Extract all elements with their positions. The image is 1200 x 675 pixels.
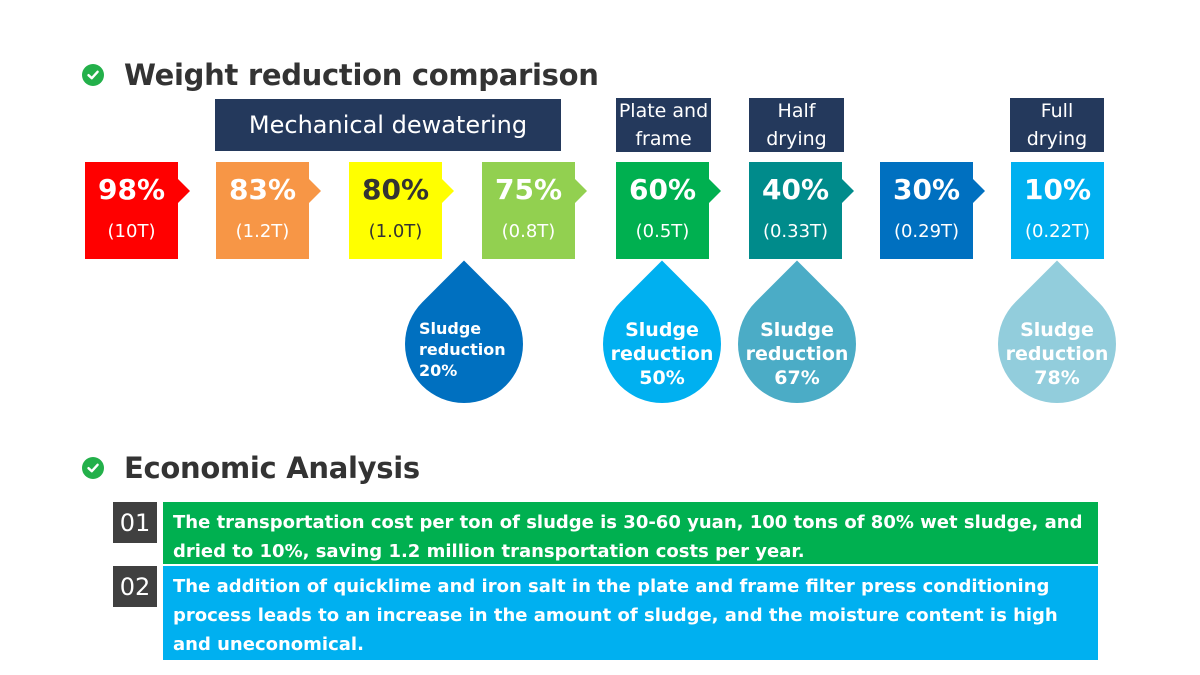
arrow-right-icon bbox=[973, 179, 985, 203]
label-half-drying: Half drying bbox=[749, 98, 844, 152]
step-percent: 40% bbox=[761, 173, 830, 206]
step-weight: (1.2T) bbox=[235, 221, 290, 242]
arrow-right-icon bbox=[442, 179, 454, 203]
step-weight: (0.22T) bbox=[1024, 221, 1091, 242]
drop-label: Sludge reduction 67% bbox=[745, 319, 849, 389]
label-mechanical-dewatering: Mechanical dewatering bbox=[215, 99, 561, 151]
arrow-right-icon bbox=[575, 179, 587, 203]
step-box: 60% (0.5T) bbox=[616, 162, 721, 259]
section-economic-header: Economic Analysis bbox=[82, 451, 420, 485]
drop-label: Sludge reduction 78% bbox=[1005, 319, 1109, 389]
analysis-number: 01 bbox=[113, 502, 157, 543]
step-box: 98% (10T) bbox=[85, 162, 190, 259]
section-title-weight: Weight reduction comparison bbox=[124, 58, 599, 92]
step-weight: (0.5T) bbox=[635, 221, 690, 242]
analysis-number: 02 bbox=[113, 566, 157, 607]
step-weight: (0.33T) bbox=[762, 221, 829, 242]
step-percent: 98% bbox=[97, 173, 166, 206]
arrow-right-icon bbox=[709, 179, 721, 203]
step-percent: 80% bbox=[361, 173, 430, 206]
arrow-right-icon bbox=[842, 179, 854, 203]
drop-label: Sludge reduction 50% bbox=[610, 319, 714, 389]
step-percent: 60% bbox=[628, 173, 697, 206]
step-box: 40% (0.33T) bbox=[749, 162, 854, 259]
step-weight: (10T) bbox=[107, 221, 156, 242]
step-box: 83% (1.2T) bbox=[216, 162, 321, 259]
step-percent: 83% bbox=[228, 173, 297, 206]
step-weight: (0.8T) bbox=[501, 221, 556, 242]
step-box: 80% (1.0T) bbox=[349, 162, 454, 259]
arrow-right-icon bbox=[309, 179, 321, 203]
step-box: 10% (0.22T) bbox=[1011, 162, 1104, 259]
step-percent: 75% bbox=[494, 173, 563, 206]
step-box: 30% (0.29T) bbox=[880, 162, 985, 259]
section-title-economic: Economic Analysis bbox=[124, 451, 420, 485]
label-full-drying: Full drying bbox=[1010, 98, 1104, 152]
step-percent: 30% bbox=[892, 173, 961, 206]
step-weight: (0.29T) bbox=[893, 221, 960, 242]
analysis-text-quicklime: The addition of quicklime and iron salt … bbox=[163, 566, 1098, 660]
analysis-text-transport: The transportation cost per ton of sludg… bbox=[163, 502, 1098, 564]
check-circle-icon bbox=[82, 457, 104, 479]
check-circle-icon bbox=[82, 64, 104, 86]
drop-label: Sludge reduction 20% bbox=[419, 319, 506, 380]
step-box: 75% (0.8T) bbox=[482, 162, 587, 259]
step-percent: 10% bbox=[1023, 173, 1092, 206]
section-weight-header: Weight reduction comparison bbox=[82, 58, 599, 92]
label-plate-and-frame: Plate and frame bbox=[616, 98, 711, 152]
step-weight: (1.0T) bbox=[368, 221, 423, 242]
arrow-right-icon bbox=[178, 179, 190, 203]
